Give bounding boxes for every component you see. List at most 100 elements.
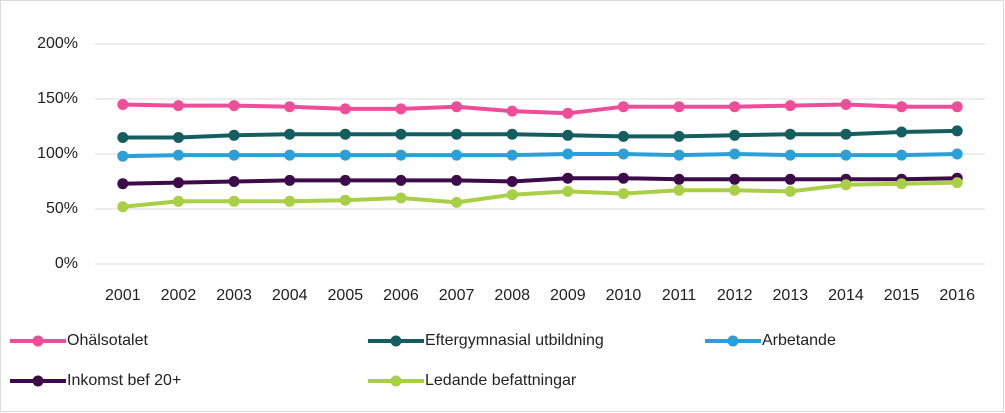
legend-marker — [727, 335, 739, 347]
data-point — [617, 172, 629, 184]
data-point — [840, 149, 852, 161]
data-point — [395, 103, 407, 115]
legend-label: Inkomst bef 20+ — [67, 372, 181, 389]
data-point — [896, 126, 908, 138]
series-line — [122, 102, 958, 116]
y-tick-label: 150% — [37, 90, 78, 107]
data-point — [951, 101, 963, 113]
data-point — [562, 172, 574, 184]
y-tick-label: 50% — [46, 200, 78, 217]
data-point — [284, 195, 296, 207]
x-tick-label: 2016 — [939, 287, 975, 304]
data-point — [729, 148, 741, 160]
series-line — [122, 176, 958, 186]
x-tick-label: 2004 — [272, 287, 308, 304]
data-point — [339, 174, 351, 186]
x-tick-label: 2014 — [828, 287, 864, 304]
data-point — [284, 128, 296, 140]
series-line — [122, 152, 958, 159]
data-point — [339, 103, 351, 115]
data-point — [117, 178, 129, 190]
data-point — [228, 100, 240, 112]
data-point — [172, 177, 184, 189]
data-point — [506, 189, 518, 201]
x-tick-label: 2007 — [439, 287, 475, 304]
data-point — [784, 128, 796, 140]
data-point — [784, 100, 796, 112]
data-point — [896, 178, 908, 190]
data-point — [339, 149, 351, 161]
x-tick-label: 2015 — [884, 287, 920, 304]
data-point — [784, 149, 796, 161]
data-point — [117, 150, 129, 162]
y-tick-label: 200% — [37, 35, 78, 52]
data-point — [172, 195, 184, 207]
data-point — [617, 130, 629, 142]
data-point — [228, 129, 240, 141]
data-point — [284, 174, 296, 186]
data-point — [339, 128, 351, 140]
x-tick-label: 2008 — [494, 287, 530, 304]
data-point — [729, 173, 741, 185]
data-point — [395, 192, 407, 204]
data-point — [506, 105, 518, 117]
legend-label: Eftergymnasial utbildning — [425, 332, 604, 349]
data-point — [673, 130, 685, 142]
legend-marker — [32, 375, 44, 387]
data-point — [339, 194, 351, 206]
data-point — [729, 101, 741, 113]
data-point — [729, 129, 741, 141]
data-point — [951, 125, 963, 137]
data-point — [451, 101, 463, 113]
data-point — [228, 195, 240, 207]
legend-marker — [390, 375, 402, 387]
x-tick-label: 2003 — [216, 287, 252, 304]
data-point — [284, 101, 296, 113]
data-point — [840, 99, 852, 110]
data-point — [562, 148, 574, 160]
data-point — [951, 177, 963, 189]
x-tick-label: 2005 — [328, 287, 364, 304]
data-point — [673, 101, 685, 113]
x-tick-label: 2002 — [161, 287, 197, 304]
series-line — [122, 128, 958, 140]
data-point — [395, 149, 407, 161]
data-point — [840, 179, 852, 191]
x-tick-label: 2001 — [105, 287, 141, 304]
data-point — [172, 149, 184, 161]
legend-label: Ledande befattningar — [425, 372, 577, 389]
data-point — [506, 128, 518, 140]
data-point — [117, 201, 129, 213]
data-point — [117, 132, 129, 143]
x-tick-label: 2010 — [606, 287, 642, 304]
data-point — [228, 176, 240, 187]
data-point — [673, 149, 685, 161]
x-tick-label: 2009 — [550, 287, 586, 304]
data-point — [951, 148, 963, 160]
data-point — [284, 149, 296, 161]
data-point — [506, 176, 518, 187]
data-point — [617, 188, 629, 200]
data-point — [172, 132, 184, 143]
data-point — [673, 184, 685, 196]
y-tick-label: 0% — [55, 255, 78, 272]
data-point — [673, 173, 685, 185]
data-point — [451, 174, 463, 186]
data-point — [172, 100, 184, 112]
data-point — [784, 173, 796, 185]
data-point — [395, 128, 407, 140]
data-point — [506, 149, 518, 161]
data-point — [617, 148, 629, 160]
data-point — [451, 196, 463, 208]
data-point — [228, 149, 240, 161]
legend-label: Arbetande — [762, 332, 836, 349]
data-point — [562, 129, 574, 141]
data-point — [896, 149, 908, 161]
data-point — [617, 101, 629, 113]
legend-marker — [32, 335, 44, 347]
x-tick-label: 2006 — [383, 287, 419, 304]
data-point — [840, 128, 852, 140]
x-tick-label: 2013 — [773, 287, 809, 304]
